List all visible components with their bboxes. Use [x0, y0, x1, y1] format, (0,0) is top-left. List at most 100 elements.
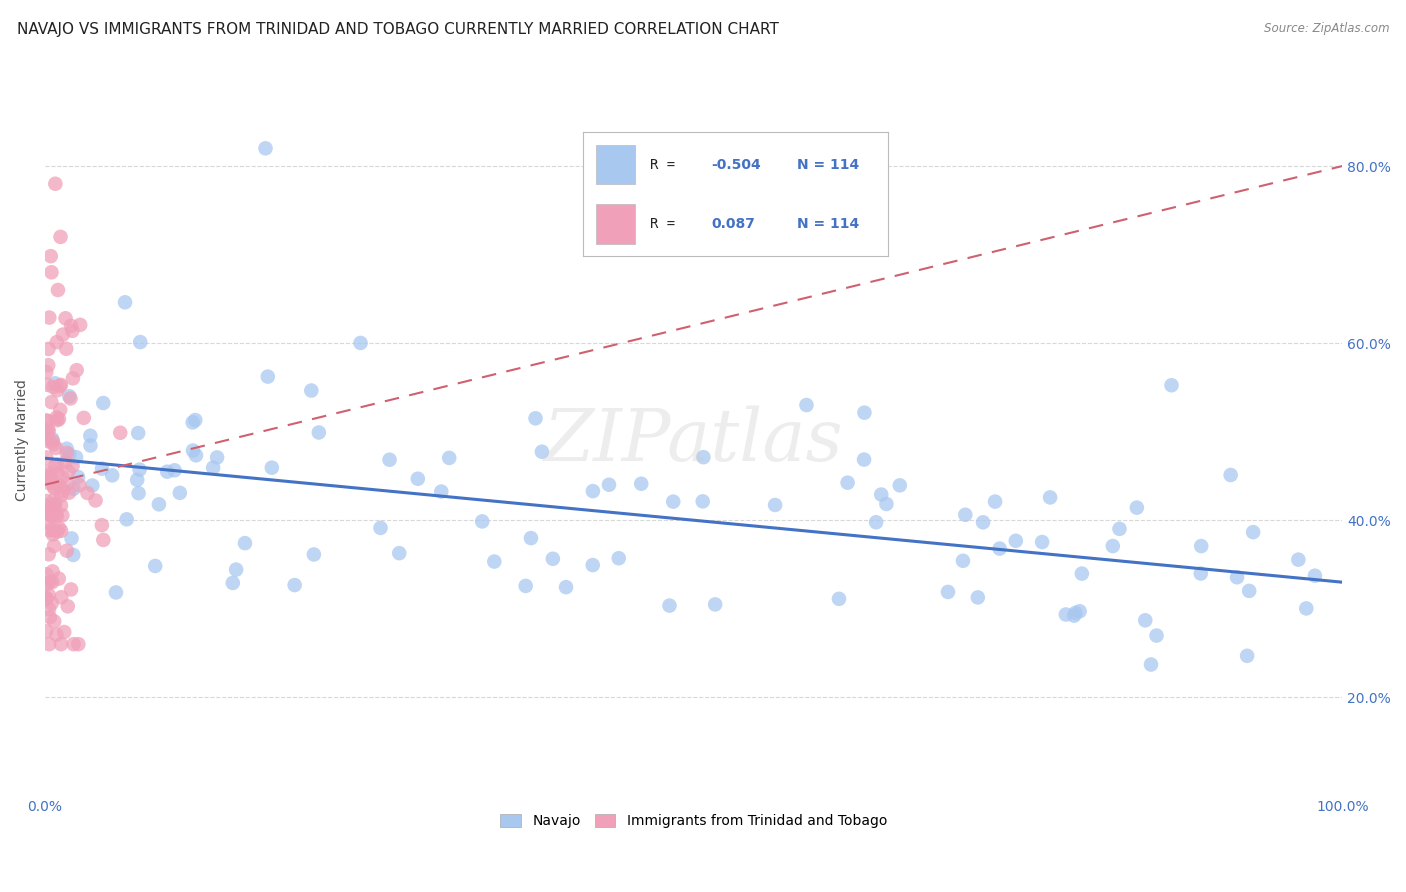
- Point: [763, 498, 786, 512]
- Point: [630, 476, 652, 491]
- Legend: Navajo, Immigrants from Trinidad and Tobago: Navajo, Immigrants from Trinidad and Tob…: [495, 809, 893, 834]
- Point: [35, 505, 58, 519]
- Point: [52, 327, 75, 342]
- Point: [45, 509, 67, 524]
- Point: [67, 637, 90, 651]
- Point: [163, 463, 186, 477]
- Point: [44, 376, 66, 391]
- Point: [1286, 552, 1309, 566]
- Point: [51, 524, 73, 538]
- Point: [972, 516, 994, 530]
- Point: [202, 460, 225, 475]
- Point: [1140, 657, 1163, 672]
- Point: [541, 551, 564, 566]
- Point: [49, 379, 72, 393]
- Point: [44, 458, 66, 473]
- Point: [205, 450, 228, 465]
- Point: [38, 547, 60, 561]
- Point: [38, 467, 60, 482]
- Point: [55, 342, 77, 356]
- Point: [260, 460, 283, 475]
- Point: [41, 395, 63, 409]
- Point: [692, 450, 714, 465]
- Point: [35, 624, 58, 639]
- Point: [1069, 604, 1091, 618]
- Point: [143, 558, 166, 573]
- Point: [49, 499, 72, 513]
- Point: [41, 565, 63, 579]
- Point: [60, 582, 83, 597]
- Point: [936, 585, 959, 599]
- Point: [44, 497, 66, 511]
- Point: [48, 521, 70, 535]
- Point: [37, 432, 59, 446]
- Point: [1054, 607, 1077, 622]
- Point: [837, 475, 859, 490]
- Point: [1237, 583, 1260, 598]
- Point: [184, 413, 207, 427]
- Point: [51, 591, 73, 605]
- Point: [308, 425, 330, 440]
- Point: [555, 580, 578, 594]
- Point: [471, 515, 494, 529]
- Point: [828, 591, 851, 606]
- Point: [184, 448, 207, 462]
- Point: [38, 310, 60, 325]
- Point: [42, 479, 65, 493]
- Point: [76, 486, 98, 500]
- Point: [55, 455, 77, 469]
- Point: [1160, 378, 1182, 392]
- Point: [60, 324, 83, 338]
- Point: [52, 483, 75, 498]
- Point: [91, 461, 114, 475]
- Point: [62, 371, 84, 385]
- Point: [48, 572, 70, 586]
- Point: [46, 467, 69, 481]
- Point: [233, 536, 256, 550]
- Point: [378, 452, 401, 467]
- Point: [38, 424, 60, 438]
- Point: [66, 363, 89, 377]
- Point: [35, 591, 58, 606]
- Point: [42, 539, 65, 553]
- Point: [42, 527, 65, 541]
- Point: [41, 432, 63, 446]
- Point: [430, 484, 453, 499]
- Point: [607, 551, 630, 566]
- Point: [41, 596, 63, 610]
- Text: Source: ZipAtlas.com: Source: ZipAtlas.com: [1264, 22, 1389, 36]
- Point: [65, 450, 87, 465]
- Point: [49, 479, 72, 493]
- Point: [1241, 525, 1264, 540]
- Point: [582, 484, 605, 499]
- Point: [62, 637, 84, 651]
- Point: [129, 335, 152, 350]
- Point: [582, 558, 605, 572]
- Point: [60, 318, 83, 333]
- Point: [1039, 491, 1062, 505]
- Point: [875, 497, 897, 511]
- Point: [225, 563, 247, 577]
- Point: [520, 531, 543, 545]
- Point: [56, 476, 79, 491]
- Point: [169, 486, 191, 500]
- Point: [658, 599, 681, 613]
- Point: [1226, 570, 1249, 584]
- Point: [39, 472, 62, 486]
- Point: [1135, 613, 1157, 627]
- Point: [56, 599, 79, 614]
- Point: [56, 543, 79, 558]
- Point: [58, 389, 80, 403]
- Point: [42, 434, 65, 449]
- Point: [128, 462, 150, 476]
- Point: [127, 473, 149, 487]
- Point: [889, 478, 911, 492]
- Text: ZIPatlas: ZIPatlas: [544, 405, 844, 475]
- Point: [41, 501, 63, 516]
- Point: [46, 283, 69, 297]
- Point: [41, 575, 63, 590]
- Point: [127, 425, 149, 440]
- Point: [67, 478, 90, 492]
- Point: [1064, 606, 1087, 620]
- Point: [1303, 568, 1326, 582]
